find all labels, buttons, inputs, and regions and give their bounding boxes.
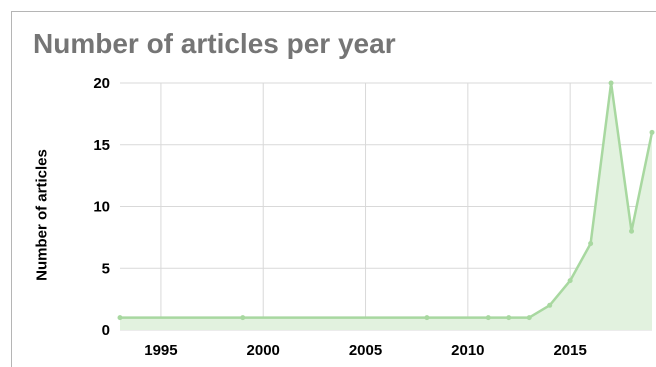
y-tick-label: 10: [93, 199, 110, 216]
data-points: [117, 80, 655, 321]
x-tick-label: 2015: [553, 342, 586, 359]
data-point-2012: [506, 315, 512, 321]
y-tick-label: 5: [102, 260, 110, 277]
data-point-2017: [608, 80, 614, 86]
data-point-2013: [526, 315, 532, 321]
data-point-1993: [117, 315, 123, 321]
data-point-2016: [588, 241, 594, 247]
data-point-2011: [485, 315, 491, 321]
data-point-1999: [240, 315, 246, 321]
data-point-2014: [547, 302, 553, 308]
x-tick-label: 2000: [247, 342, 280, 359]
series-area: [120, 83, 652, 330]
x-tick-label: 2005: [349, 342, 382, 359]
x-tick-label: 2010: [451, 342, 484, 359]
data-point-2018: [629, 228, 635, 234]
y-tick-label: 15: [93, 137, 110, 154]
y-tick-label: 0: [102, 322, 110, 339]
tick-labels: 0 5 10 15 20 1995 2000 2005 2010 2015: [93, 75, 587, 359]
y-tick-label: 20: [93, 75, 110, 92]
series-line: [120, 81, 654, 319]
data-point-2015: [567, 278, 573, 284]
data-point-2019: [649, 129, 655, 135]
chart-title: Number of articles per year: [33, 28, 396, 59]
x-tick-label: 1995: [144, 342, 177, 359]
data-point-2008: [424, 315, 430, 321]
